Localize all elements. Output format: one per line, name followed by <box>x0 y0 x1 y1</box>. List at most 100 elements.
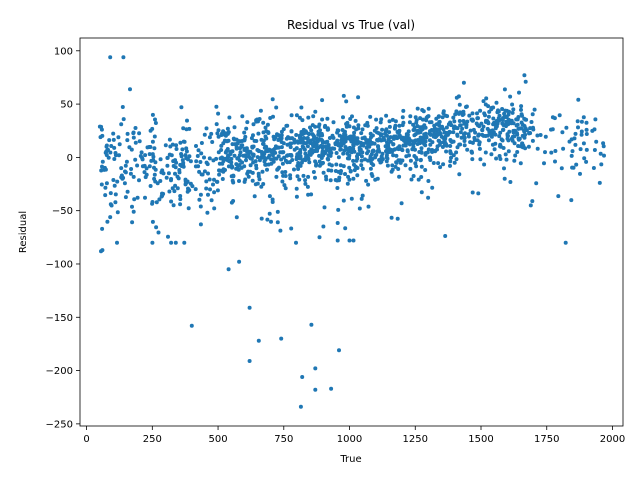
data-point <box>224 139 229 144</box>
data-point <box>236 156 241 161</box>
data-point <box>427 120 432 125</box>
data-point <box>523 79 528 84</box>
data-point <box>238 150 243 155</box>
data-point <box>196 148 201 153</box>
data-point <box>575 119 580 124</box>
data-point <box>597 180 602 185</box>
data-point <box>413 161 418 166</box>
data-point <box>260 150 265 155</box>
data-point <box>326 157 331 162</box>
data-point <box>269 157 274 162</box>
data-point <box>276 138 281 142</box>
data-point <box>482 162 487 167</box>
data-point <box>244 126 249 131</box>
data-point <box>301 173 306 178</box>
data-point <box>601 141 606 146</box>
data-point <box>522 116 527 121</box>
data-point <box>385 147 390 152</box>
data-point <box>436 161 441 166</box>
data-point <box>437 120 442 125</box>
data-point <box>368 114 373 119</box>
data-point <box>584 127 589 132</box>
data-point <box>292 140 297 145</box>
data-point <box>173 183 178 188</box>
data-point <box>124 159 129 164</box>
data-point <box>553 159 557 164</box>
data-point <box>418 158 423 163</box>
data-point <box>143 153 148 158</box>
data-point <box>340 128 345 132</box>
data-point <box>160 168 165 173</box>
data-point <box>305 184 310 189</box>
data-point <box>309 192 314 197</box>
data-point <box>103 193 108 198</box>
data-point <box>391 153 396 158</box>
data-point <box>361 141 366 146</box>
data-point <box>337 178 341 183</box>
data-point <box>384 113 389 118</box>
data-point <box>421 109 426 114</box>
data-point <box>306 192 311 197</box>
data-point <box>542 161 546 166</box>
data-point <box>295 174 300 179</box>
data-point <box>352 130 357 135</box>
data-point <box>143 195 147 200</box>
data-point <box>360 193 365 198</box>
data-point <box>457 119 462 123</box>
data-point <box>294 157 299 162</box>
data-point <box>125 131 130 136</box>
data-point <box>343 172 347 176</box>
data-point <box>279 157 284 162</box>
data-point <box>321 224 326 229</box>
data-point <box>464 122 469 127</box>
data-point <box>153 167 158 172</box>
data-point <box>498 157 503 161</box>
data-point <box>158 179 163 183</box>
data-point <box>468 128 473 133</box>
data-point <box>265 217 270 222</box>
data-point <box>154 200 159 205</box>
data-point <box>167 137 172 142</box>
data-point <box>186 206 191 211</box>
data-point <box>294 133 299 137</box>
data-point <box>406 129 411 134</box>
data-point <box>379 154 384 159</box>
data-point <box>496 109 501 114</box>
data-point <box>584 159 589 164</box>
data-point <box>332 146 337 151</box>
data-point <box>180 147 185 152</box>
data-point <box>234 215 239 220</box>
data-point <box>570 165 575 170</box>
data-point <box>403 163 408 168</box>
data-point <box>199 141 204 145</box>
data-point <box>584 120 589 125</box>
data-point <box>204 160 209 165</box>
data-point <box>411 174 416 178</box>
data-point <box>494 100 499 105</box>
data-point <box>140 157 145 162</box>
data-point <box>492 147 497 152</box>
data-point <box>531 125 535 130</box>
data-point <box>260 169 265 174</box>
data-point <box>330 134 335 139</box>
data-point <box>345 120 350 125</box>
data-point <box>276 145 281 150</box>
data-point <box>538 133 543 137</box>
data-point <box>184 146 189 151</box>
data-point <box>231 180 236 185</box>
data-point <box>578 171 582 176</box>
data-point <box>285 142 290 147</box>
data-point <box>592 148 597 152</box>
data-point <box>559 166 564 171</box>
data-point <box>489 152 494 157</box>
data-point <box>355 173 360 178</box>
data-point <box>483 113 487 118</box>
data-point <box>366 149 371 154</box>
data-point <box>374 117 379 122</box>
data-point <box>300 118 305 123</box>
data-point <box>458 110 463 115</box>
data-point <box>507 129 512 134</box>
data-point <box>183 179 188 184</box>
data-point <box>497 134 502 139</box>
data-point <box>325 127 330 132</box>
